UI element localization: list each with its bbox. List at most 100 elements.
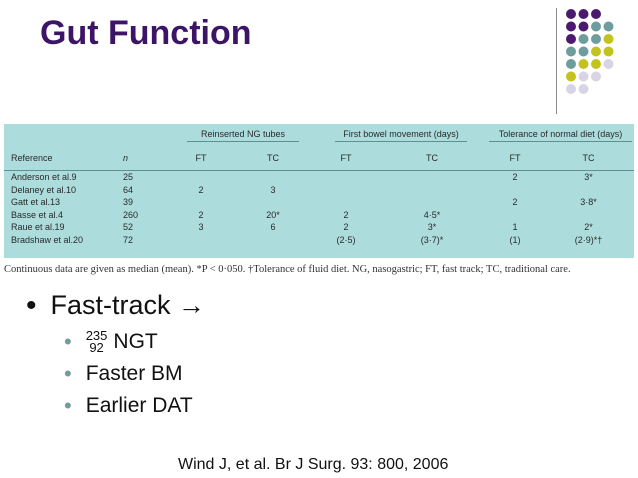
table-cell <box>171 234 231 247</box>
table-cell <box>377 184 487 197</box>
decorative-dot <box>566 34 576 44</box>
table-cell: 2* <box>584 222 593 233</box>
table-cell: 2 <box>198 209 204 220</box>
table-cell: (3·7)* <box>420 234 444 245</box>
sub-bullet-dat: • Earlier DAT <box>64 394 193 418</box>
table-cell: 3 <box>198 222 204 233</box>
table-cell: 260 <box>123 209 139 220</box>
table-cell: 72 <box>123 234 134 245</box>
decorative-dot <box>603 46 614 57</box>
results-table-panel: Reinserted NG tubes First bowel movement… <box>4 124 634 258</box>
table-cell-reference: Anderson et al.9 <box>11 172 77 183</box>
table-cell <box>315 171 377 184</box>
sub-bullet-bm: • Faster BM <box>64 362 183 386</box>
decorative-dot <box>566 21 576 32</box>
col-header-ng-tc: TC <box>267 153 279 163</box>
sub-bullet-dat-text: Earlier DAT <box>85 394 193 417</box>
sub-bullet-bm-text: Faster BM <box>85 362 183 385</box>
decorative-divider <box>556 8 557 114</box>
decorative-dot <box>578 21 589 32</box>
table-cell <box>315 184 377 197</box>
table-cell: 3* <box>584 172 593 183</box>
decorative-dot <box>591 34 601 44</box>
table-cell <box>377 171 487 184</box>
decorative-dot <box>578 71 589 82</box>
table-cell <box>543 184 634 197</box>
results-table-body: Anderson et al.9 25 2 3* Delaney et al.10 64 2… <box>4 171 634 254</box>
col-header-n: n <box>123 153 129 163</box>
col-header-reference: Reference <box>11 153 53 163</box>
table-cell: 3·8* <box>580 197 597 208</box>
table-cell: 2 <box>512 172 518 183</box>
bullet-fast-track-text: Fast-track → <box>50 290 206 320</box>
table-cell: 2 <box>512 197 518 208</box>
sub-bullet-dot-icon: • <box>64 329 72 354</box>
sub-bullet-dot-icon: • <box>64 361 72 386</box>
decorative-dot <box>566 59 576 69</box>
table-row: Basse et al.4 260 2 20* 2 4·5* <box>4 209 634 222</box>
table-cell: 1 <box>512 222 518 233</box>
table-cell: 25 <box>123 172 134 183</box>
group-header-normal-diet: Tolerance of normal diet (days) <box>488 129 633 142</box>
bullet-dot-icon: • <box>26 288 37 322</box>
table-row: Anderson et al.9 25 2 3* <box>4 171 634 184</box>
decorative-dot <box>578 34 589 44</box>
decorative-dot <box>578 9 589 19</box>
table-cell-reference: Delaney et al.10 <box>11 184 77 195</box>
decorative-dot <box>591 9 601 19</box>
group-header-bowel-movement: First bowel movement (days) <box>335 129 467 142</box>
table-cell: 3 <box>270 184 276 195</box>
table-cell: 4·5* <box>423 209 441 220</box>
sub-bullet-ngt-text: NGT <box>113 330 158 353</box>
table-cell <box>231 234 315 247</box>
table-cell: 2 <box>343 209 349 220</box>
decorative-dot <box>566 84 576 94</box>
decorative-dot <box>578 84 589 94</box>
table-cell: 20* <box>266 209 280 220</box>
sub-bullet-dot-icon: • <box>64 393 72 418</box>
col-header-bm-ft: FT <box>340 153 352 163</box>
col-header-ng-ft: FT <box>195 153 207 163</box>
table-cell: (2·9)*† <box>574 234 603 245</box>
table-caption: Continuous data are given as median (mea… <box>4 264 571 275</box>
table-row: Delaney et al.10 64 2 3 <box>4 184 634 197</box>
decorative-dot <box>603 59 614 69</box>
table-cell: 39 <box>123 197 134 208</box>
table-row: Gatt et al.13 39 2 3·8* <box>4 196 634 209</box>
col-header-diet-ft: FT <box>509 153 521 163</box>
isotope-notation: 235 92 <box>85 328 108 355</box>
decorative-dot <box>591 59 601 69</box>
table-row: Raue et al.19 52 3 6 2 3* 1 2* <box>4 221 634 234</box>
table-cell: (1) <box>509 234 521 245</box>
table-cell: 2 <box>343 222 349 233</box>
results-table: Reinserted NG tubes First bowel movement… <box>4 124 634 254</box>
bullet-fast-track: • Fast-track → <box>26 290 205 321</box>
decorative-dot <box>603 21 614 32</box>
group-header-ng-tubes: Reinserted NG tubes <box>186 129 300 142</box>
table-cell: 2 <box>198 184 204 195</box>
table-cell-reference: Raue et al.19 <box>11 222 65 233</box>
table-cell <box>487 209 543 222</box>
table-cell: (2·5) <box>336 234 356 245</box>
table-cell: 52 <box>123 222 134 233</box>
decorative-dot-grid <box>566 9 614 94</box>
decorative-dot <box>591 46 601 57</box>
table-cell <box>171 196 231 209</box>
table-cell <box>487 184 543 197</box>
decorative-dot <box>603 34 614 44</box>
isotope-mass: 235 <box>85 328 108 343</box>
table-cell-reference: Gatt et al.13 <box>11 197 61 208</box>
col-header-diet-tc: TC <box>582 153 595 163</box>
table-cell-reference: Bradshaw et al.20 <box>11 234 84 245</box>
table-cell: 6 <box>270 222 276 233</box>
table-cell: 64 <box>123 184 134 195</box>
decorative-dot <box>566 71 576 82</box>
table-cell <box>315 196 377 209</box>
col-header-bm-tc: TC <box>426 153 438 163</box>
decorative-dot <box>591 71 601 82</box>
isotope-number: 92 <box>89 340 104 355</box>
decorative-dot <box>578 46 589 57</box>
table-cell-reference: Basse et al.4 <box>11 209 64 220</box>
slide-title: Gut Function <box>40 14 252 52</box>
table-row: Bradshaw et al.20 72 (2·5) (3·7)* (1) (2·9)*† <box>4 234 634 247</box>
